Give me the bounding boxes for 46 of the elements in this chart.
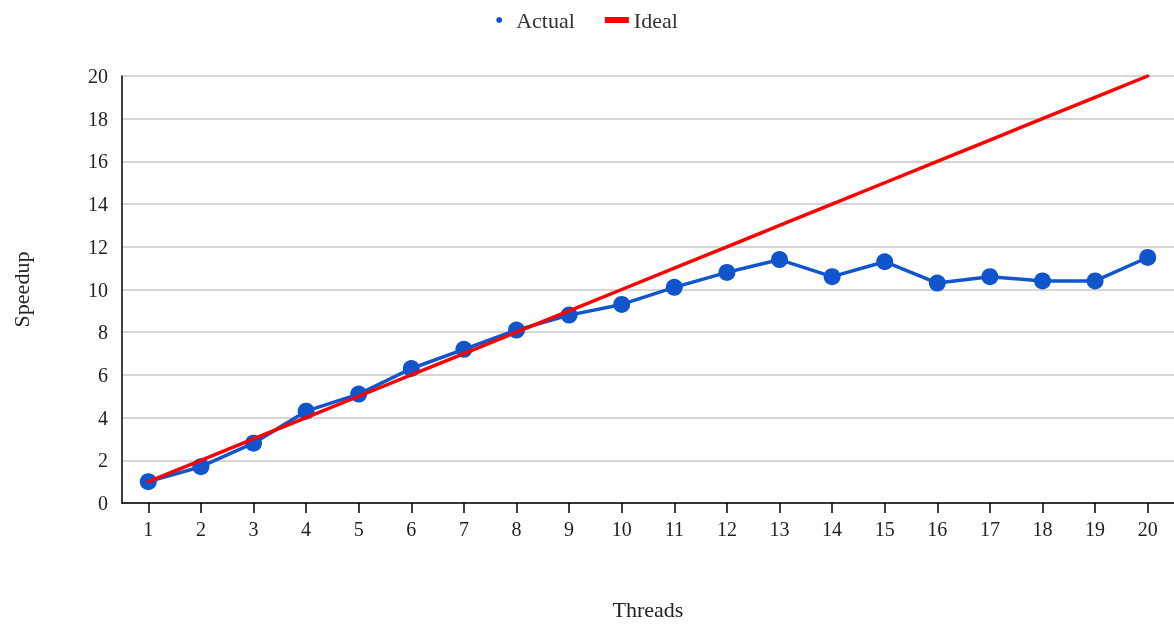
y-axis-title: Speedup (8, 251, 34, 328)
x-axis-title: Threads (612, 596, 684, 622)
point (718, 263, 736, 281)
y-tick-label: 16 (88, 150, 108, 173)
x-tick-label: 19 (1085, 518, 1106, 540)
x-tick-label: 20 (1137, 518, 1158, 540)
y-tick-label: 4 (98, 406, 108, 429)
x-tick-label: 12 (716, 518, 737, 540)
point (928, 274, 946, 292)
y-tick-label: 6 (98, 363, 108, 386)
x-tick-label: 13 (769, 518, 790, 540)
y-tick-label: 2 (98, 449, 108, 472)
y-tick-label: 18 (88, 107, 108, 130)
x-tick-label: 10 (611, 518, 632, 540)
point (876, 253, 894, 271)
x-tick-label: 1 (143, 518, 154, 540)
y-tick-label: 10 (88, 278, 108, 301)
y-tick-label: 12 (88, 235, 108, 258)
point (613, 295, 631, 313)
point (981, 268, 999, 286)
x-tick-label: 3 (248, 518, 259, 540)
y-tick-label: 20 (88, 65, 108, 87)
point (1139, 248, 1157, 266)
x-tick-label: 17 (979, 518, 1000, 540)
legend-label: Actual (516, 7, 575, 33)
x-tick-label: 9 (564, 518, 575, 540)
x-tick-label: 6 (406, 518, 417, 540)
x-tick-label: 7 (458, 518, 469, 540)
x-tick-label: 4 (301, 518, 312, 540)
x-tick-label: 2 (195, 518, 206, 540)
point (823, 268, 841, 286)
x-tick-label: 18 (1032, 518, 1053, 540)
y-tick-label: 8 (98, 321, 108, 344)
x-tick-label: 14 (822, 518, 843, 540)
point (1086, 272, 1104, 290)
y-tick-label: 0 (98, 492, 108, 514)
point (665, 278, 683, 296)
y-tick-label: 14 (88, 193, 108, 216)
point (1034, 272, 1051, 290)
x-tick-label: 16 (927, 518, 948, 540)
x-tick-label: 11 (664, 518, 684, 540)
legend-label: Ideal (633, 7, 678, 33)
x-tick-label: 8 (511, 518, 522, 540)
point (771, 251, 788, 269)
x-tick-label: 15 (874, 518, 895, 540)
x-tick-label: 5 (353, 518, 364, 540)
